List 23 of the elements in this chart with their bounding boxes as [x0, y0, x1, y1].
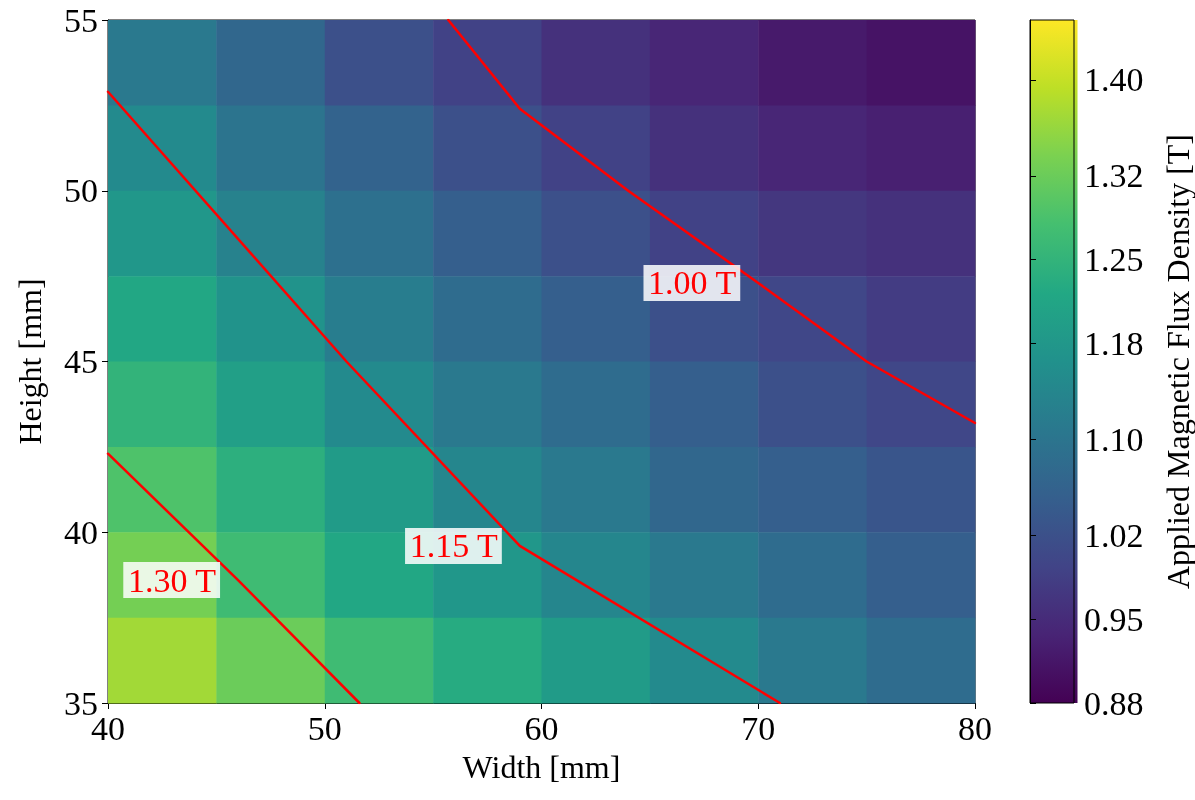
color-bar-label: 1.25 [1084, 241, 1144, 279]
x-tick-label: 50 [307, 709, 342, 747]
y-tick-label: 45 [64, 343, 98, 380]
color-bar-label: 1.02 [1084, 516, 1144, 554]
y-tick-label: 50 [64, 172, 98, 210]
color-bar-label: 1.10 [1084, 420, 1144, 458]
series-label: 1.00 T [648, 264, 737, 302]
color-bar-label: 1.18 [1084, 325, 1144, 363]
color-bar-label: 1.40 [1084, 61, 1144, 99]
y-tick-label: 40 [64, 513, 98, 551]
series-label: 1.30 T [127, 561, 217, 599]
y-tick-label: 55 [64, 1, 98, 39]
x-tick-label: 70 [741, 709, 776, 747]
line-series [447, 18, 977, 425]
color-bar-label: 0.88 [1084, 684, 1144, 722]
line-series [106, 90, 782, 705]
y-axis-title: Height [mm] [12, 278, 48, 445]
color-bar-label: 1.32 [1084, 157, 1144, 195]
color-bar-label: 0.95 [1084, 600, 1144, 638]
x-axis-title: Width [mm] [462, 749, 621, 785]
x-tick-label: 80 [958, 709, 992, 747]
x-tick-label: 60 [524, 709, 559, 747]
series-label: 1.15 T [409, 527, 499, 565]
